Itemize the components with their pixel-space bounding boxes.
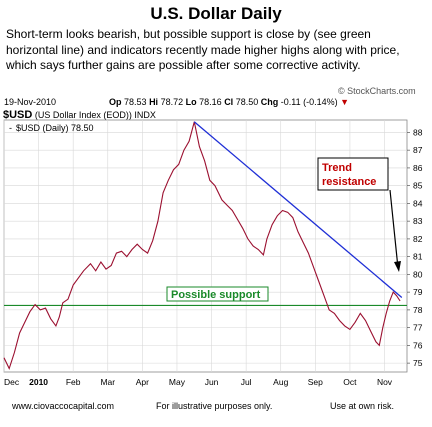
- exchange: INDX: [134, 110, 156, 120]
- x-tick-label: Oct: [343, 377, 357, 387]
- y-axis: 75 76 77 78 79 80 81 82 83 84 85 86 87 88: [407, 127, 423, 368]
- close-label: Cl: [224, 97, 234, 107]
- y-tick-label: 79: [413, 287, 423, 297]
- ohlc-readout: Op 78.53 Hi 78.72 Lo 78.16 Cl 78.50 Chg …: [109, 97, 349, 107]
- close-value: 78.50: [235, 97, 259, 107]
- down-arrow-icon: ▼: [340, 97, 350, 107]
- y-tick-label: 86: [413, 163, 423, 173]
- high-value: 78.72: [160, 97, 184, 107]
- footer-site: www.ciovaccocapital.com: [12, 401, 115, 411]
- legend-label: $USD (Daily) 78.50: [16, 123, 94, 133]
- footer-note: For illustrative purposes only.: [156, 401, 273, 411]
- x-tick-label: May: [169, 377, 186, 387]
- open-value: 78.53: [124, 97, 147, 107]
- trend-annotation-box: [317, 157, 389, 191]
- stockcharts-logo: © StockCharts.com: [338, 86, 416, 96]
- trend-annotation-line1: Trend: [322, 162, 352, 174]
- support-label: Possible support: [171, 289, 261, 301]
- price-line: [3, 121, 401, 370]
- trend-annotation-line2: resistance: [322, 176, 376, 188]
- x-tick-label: Jun: [205, 377, 219, 387]
- y-tick-label: 76: [413, 340, 423, 350]
- y-tick-label: 75: [413, 358, 423, 368]
- y-tick-label: 87: [413, 145, 423, 155]
- y-tick-label: 83: [413, 216, 423, 226]
- footer-risk: Use at own risk.: [330, 401, 395, 411]
- y-tick-label: 88: [413, 127, 423, 137]
- y-tick-label: 82: [413, 234, 423, 244]
- x-tick-label: Feb: [66, 377, 81, 387]
- annotation-arrow-head: [394, 261, 401, 272]
- symbol-line: $USD (US Dollar Index (EOD)) INDX: [3, 109, 156, 121]
- change-label: Chg: [260, 97, 279, 107]
- x-tick-label: Mar: [100, 377, 115, 387]
- symbol-description: (US Dollar Index (EOD)): [34, 110, 132, 120]
- x-tick-label: Apr: [136, 377, 149, 387]
- x-tick-label: Jul: [241, 377, 252, 387]
- change-value: -0.11 (-0.14%): [280, 97, 338, 107]
- usd-price-chart: 75 76 77 78 79 80 81 82 83 84 85 86 87 88 Dec 2010 Feb M…: [3, 119, 423, 387]
- high-label: Hi: [149, 97, 159, 107]
- open-label: Op: [109, 97, 122, 107]
- trend-line: [193, 121, 403, 298]
- page-title: U.S. Dollar Daily: [150, 4, 282, 23]
- x-tick-label: Nov: [377, 377, 393, 387]
- trend-annotation: Trend resistance: [317, 157, 401, 272]
- legend: - $USD (Daily) 78.50: [9, 123, 94, 133]
- low-label: Lo: [185, 97, 197, 107]
- y-tick-label: 78: [413, 305, 423, 315]
- x-tick-label: Dec: [4, 377, 20, 387]
- low-value: 78.16: [199, 97, 222, 107]
- symbol: $USD: [3, 109, 33, 121]
- x-tick-label: Sep: [308, 377, 323, 387]
- y-tick-label: 84: [413, 198, 423, 208]
- y-tick-label: 81: [413, 252, 423, 262]
- support-label-bg: [166, 286, 269, 302]
- chart-description: Short-term looks bearish, but possible s…: [6, 27, 400, 72]
- legend-marker: -: [9, 123, 12, 133]
- y-tick-label: 77: [413, 323, 423, 333]
- y-tick-label: 85: [413, 181, 423, 191]
- x-axis: Dec 2010 Feb Mar Apr May Jun Jul Aug Sep Oct Nov: [4, 377, 393, 387]
- x-tick-label: 2010: [29, 377, 48, 387]
- support-label-box: Possible support: [166, 286, 269, 302]
- annotation-arrow-shaft: [389, 189, 399, 269]
- date-label: 19-Nov-2010: [4, 97, 57, 107]
- y-tick-label: 80: [413, 269, 423, 279]
- x-tick-label: Aug: [273, 377, 288, 387]
